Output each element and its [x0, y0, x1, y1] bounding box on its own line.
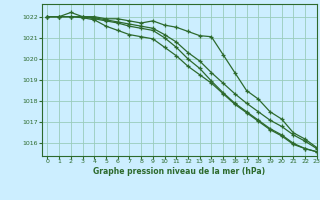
X-axis label: Graphe pression niveau de la mer (hPa): Graphe pression niveau de la mer (hPa) [93, 167, 265, 176]
